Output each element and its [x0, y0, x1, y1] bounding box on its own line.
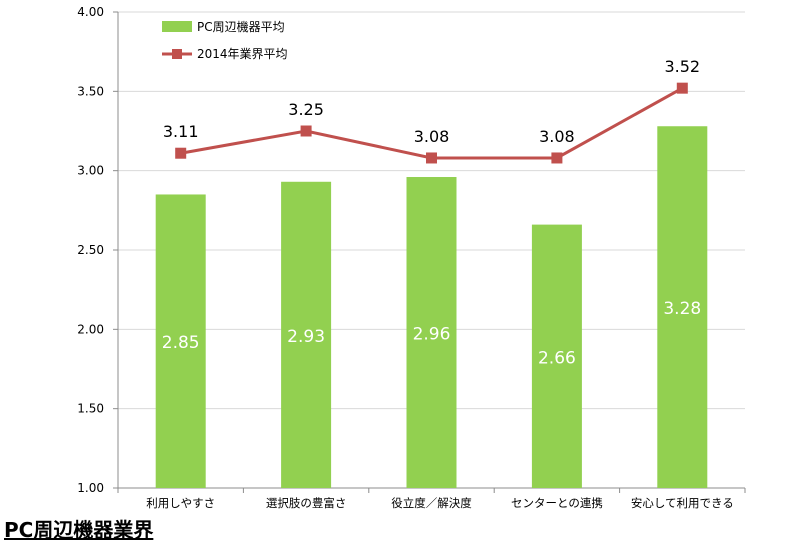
y-tick-label: 2.00	[77, 322, 104, 336]
bar-series: 2.85 2.93 2.96 2.66 3.28	[155, 126, 708, 489]
bar	[531, 224, 582, 488]
line-data-label: 3.52	[664, 57, 700, 76]
legend-label-bar: PC周辺機器平均	[197, 19, 285, 34]
x-axis: 利用しやすさ 選択肢の豊富さ 役立度／解決度 センターとの連携 安心して利用できる	[117, 487, 746, 510]
bar	[406, 177, 457, 488]
footer-title: PC周辺機器業界	[4, 518, 154, 542]
line-data-label: 3.11	[163, 122, 199, 141]
x-tick-label: 利用しやすさ	[146, 496, 215, 510]
x-tick-label: 役立度／解決度	[391, 496, 472, 510]
legend-label-line: 2014年業界平均	[197, 47, 288, 61]
line-point	[175, 147, 187, 159]
y-tick-label: 4.00	[77, 5, 104, 19]
legend-marker-line	[172, 49, 182, 59]
y-tick-label: 3.50	[77, 84, 104, 98]
bar-data-label: 2.85	[162, 333, 200, 353]
line-point	[676, 82, 688, 94]
bar-data-label: 2.93	[287, 327, 325, 347]
line-data-label: 3.08	[414, 127, 450, 146]
bar-data-label: 3.28	[663, 299, 701, 319]
x-tick-label: 安心して利用できる	[631, 496, 734, 510]
y-tick-label: 2.50	[77, 243, 104, 257]
y-tick-label: 1.00	[77, 481, 104, 495]
y-tick-label: 1.50	[77, 402, 104, 416]
line-point	[426, 152, 437, 164]
legend-swatch-bar	[162, 21, 192, 32]
series-line	[180, 86, 684, 160]
line-data-label: 3.08	[539, 127, 575, 146]
bar	[155, 194, 206, 488]
y-axis: 1.00 1.50 2.00 2.50 3.00 3.50 4.00	[77, 5, 119, 495]
bar-data-label: 2.96	[413, 325, 451, 345]
line-point	[551, 152, 563, 164]
line-point	[300, 125, 312, 137]
bar	[657, 126, 708, 489]
line-data-label: 3.25	[288, 100, 324, 119]
x-tick-label: センターとの連携	[511, 496, 603, 510]
x-tick-label: 選択肢の豊富さ	[266, 496, 347, 510]
line-series: 3.11 3.25 3.08 3.08 3.52	[163, 57, 700, 164]
chart: 1.00 1.50 2.00 2.50 3.00 3.50 4.00 利用しやすさ 選択肢の豊…	[77, 5, 746, 510]
legend: PC周辺機器平均 2014年業界平均	[162, 19, 288, 61]
bar	[281, 181, 332, 489]
bar-data-label: 2.66	[538, 348, 576, 368]
y-tick-label: 3.00	[77, 164, 104, 178]
